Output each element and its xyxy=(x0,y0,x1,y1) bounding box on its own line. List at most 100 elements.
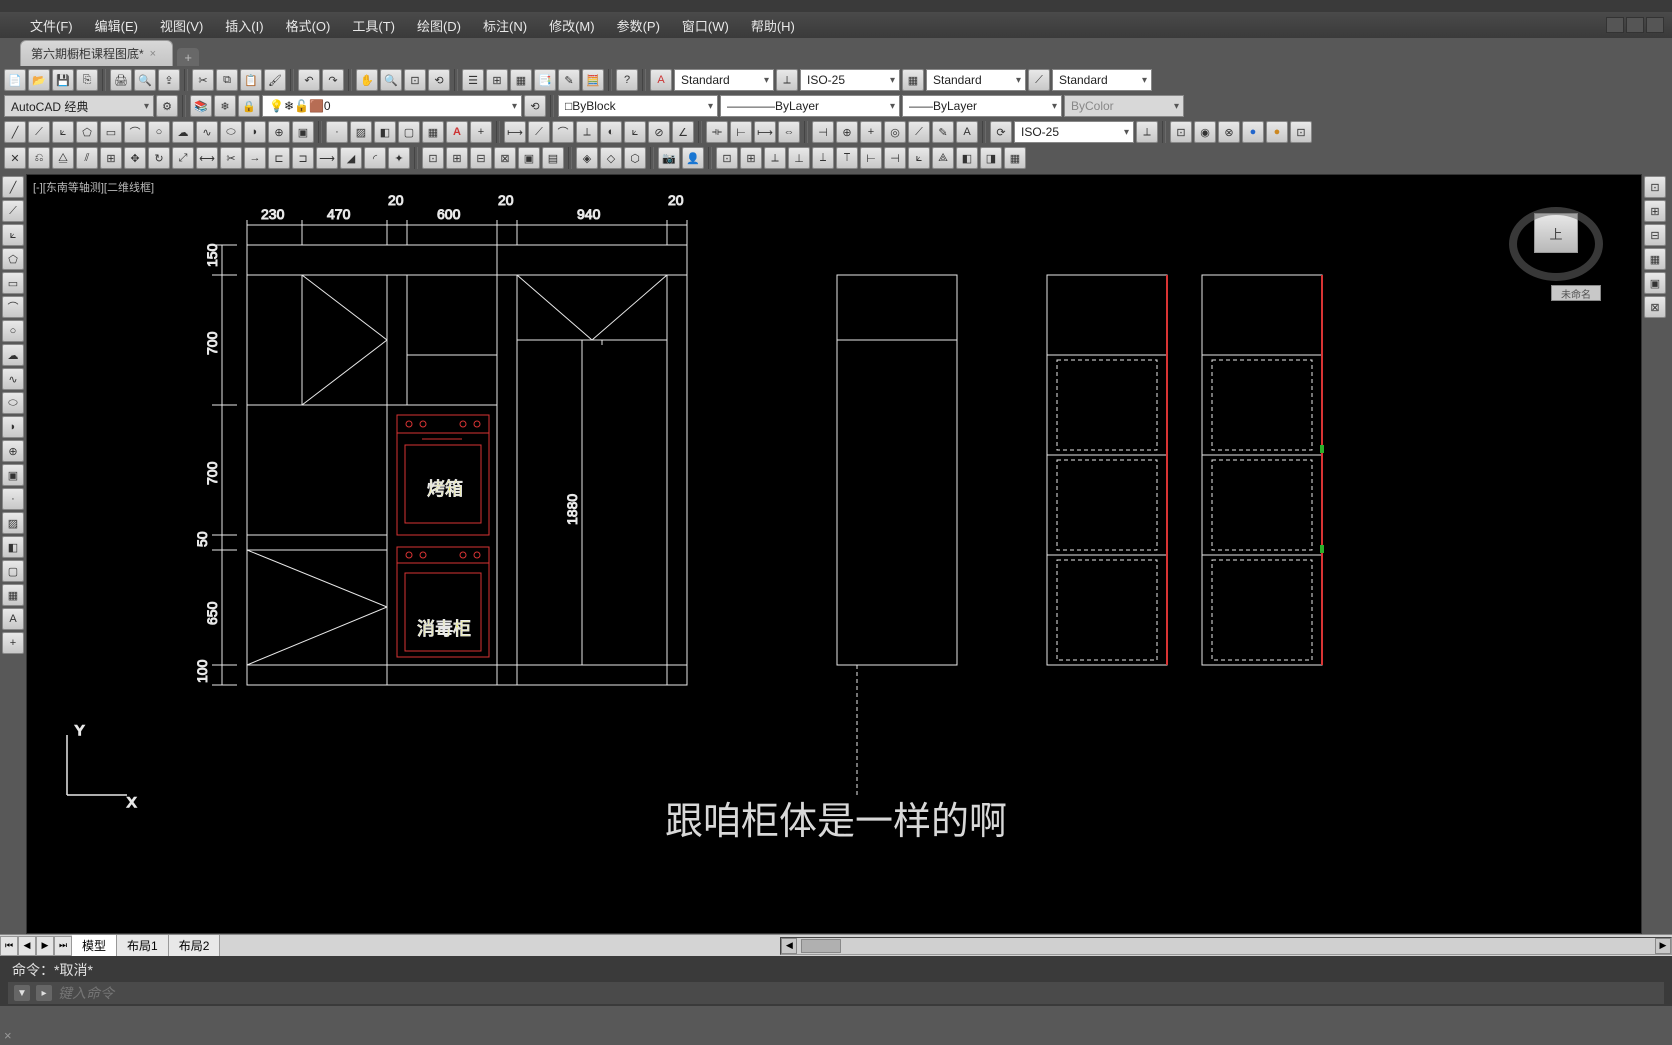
linetype-dropdown[interactable]: ———— ByLayer xyxy=(720,95,900,117)
menu-window[interactable]: 窗口(W) xyxy=(682,16,729,35)
markup-icon[interactable]: ✎ xyxy=(558,69,580,91)
break2-icon[interactable]: ⊐ xyxy=(292,147,314,169)
layer-dropdown[interactable]: 💡❄🔓🟫 0 xyxy=(262,95,522,117)
color-dropdown[interactable]: □ByBlock xyxy=(558,95,718,117)
sl-block-icon[interactable]: ▣ xyxy=(2,464,24,486)
min-icon[interactable] xyxy=(1606,17,1624,33)
hatch-icon[interactable]: ▨ xyxy=(350,121,372,143)
walk-icon[interactable]: 👤 xyxy=(682,147,704,169)
mtext-icon[interactable]: A xyxy=(446,121,468,143)
layer-state-icon[interactable]: ❄ xyxy=(214,95,236,117)
arc-icon[interactable]: ⌒ xyxy=(124,121,146,143)
saveas-icon[interactable]: ⎘ xyxy=(76,69,98,91)
menu-param[interactable]: 参数(P) xyxy=(617,16,660,35)
move-icon[interactable]: ✥ xyxy=(124,147,146,169)
sr-1-icon[interactable]: ⊡ xyxy=(1644,176,1666,198)
pline-icon[interactable]: ⟀ xyxy=(52,121,74,143)
qdim-icon[interactable]: ⟛ xyxy=(706,121,728,143)
sr-4-icon[interactable]: ▦ xyxy=(1644,248,1666,270)
ucs6-icon[interactable]: ▤ xyxy=(542,147,564,169)
dimstyle2-dropdown[interactable]: ISO-25 xyxy=(1014,121,1134,143)
tab-last-icon[interactable]: ⏭ xyxy=(54,936,72,956)
textstyle-icon[interactable]: A xyxy=(650,69,672,91)
ellipse-icon[interactable]: ⬭ xyxy=(220,121,242,143)
3d3-icon[interactable]: ⬡ xyxy=(624,147,646,169)
save-icon[interactable]: 💾 xyxy=(52,69,74,91)
dimedit-icon[interactable]: ✎ xyxy=(932,121,954,143)
render3-icon[interactable]: ⊗ xyxy=(1218,121,1240,143)
circle-icon[interactable]: ○ xyxy=(148,121,170,143)
sl-table-icon[interactable]: ▦ xyxy=(2,584,24,606)
table-icon[interactable]: ▦ xyxy=(422,121,444,143)
menu-dim[interactable]: 标注(N) xyxy=(483,16,527,35)
mlstyle-dropdown[interactable]: Standard xyxy=(1052,69,1152,91)
match-icon[interactable]: 🖌 xyxy=(264,69,286,91)
tab-next-icon[interactable]: ▶ xyxy=(36,936,54,956)
sl-add-icon[interactable]: + xyxy=(2,632,24,654)
tolerance-icon[interactable]: ⊕ xyxy=(836,121,858,143)
sr-2-icon[interactable]: ⊞ xyxy=(1644,200,1666,222)
trim-icon[interactable]: ✂ xyxy=(220,147,242,169)
ucs4-icon[interactable]: ⊠ xyxy=(494,147,516,169)
tab-first-icon[interactable]: ⏮ xyxy=(0,936,18,956)
tablestyle-icon[interactable]: ▦ xyxy=(902,69,924,91)
publish-icon[interactable]: ⇪ xyxy=(158,69,180,91)
rect-icon[interactable]: ▭ xyxy=(100,121,122,143)
close-icon[interactable] xyxy=(1646,17,1664,33)
cmd-expand-icon[interactable]: ▼ xyxy=(14,985,30,1001)
sl-xline-icon[interactable]: ⟋ xyxy=(2,200,24,222)
vs13-icon[interactable]: ▦ xyxy=(1004,147,1026,169)
cam-icon[interactable]: 📷 xyxy=(658,147,680,169)
dimarc-icon[interactable]: ⌒ xyxy=(552,121,574,143)
array-icon[interactable]: ⊞ xyxy=(100,147,122,169)
dimtedit-icon[interactable]: A xyxy=(956,121,978,143)
dimang-icon[interactable]: ∠ xyxy=(672,121,694,143)
sr-5-icon[interactable]: ▣ xyxy=(1644,272,1666,294)
offset-icon[interactable]: ⫽ xyxy=(76,147,98,169)
join-icon[interactable]: ⟶ xyxy=(316,147,338,169)
plotstyle-dropdown[interactable]: ByColor xyxy=(1064,95,1184,117)
chamfer-icon[interactable]: ◢ xyxy=(340,147,362,169)
sl-ellipse-icon[interactable]: ⬭ xyxy=(2,392,24,414)
sl-rect-icon[interactable]: ▭ xyxy=(2,272,24,294)
layer-mgr-icon[interactable]: 📚 xyxy=(190,95,212,117)
ucs2-icon[interactable]: ⊞ xyxy=(446,147,468,169)
break-icon[interactable]: ⊏ xyxy=(268,147,290,169)
ucs3-icon[interactable]: ⊟ xyxy=(470,147,492,169)
3d1-icon[interactable]: ◈ xyxy=(576,147,598,169)
polygon-icon[interactable]: ⬠ xyxy=(76,121,98,143)
help-icon[interactable]: ? xyxy=(616,69,638,91)
pan-icon[interactable]: ✋ xyxy=(356,69,378,91)
fillet-icon[interactable]: ◜ xyxy=(364,147,386,169)
dimstylemgr-icon[interactable]: ⟂ xyxy=(1136,121,1158,143)
addsel-icon[interactable]: + xyxy=(470,121,492,143)
vs9-icon[interactable]: ⟀ xyxy=(908,147,930,169)
h-scrollbar[interactable]: ◀▶ xyxy=(780,937,1672,955)
vs10-icon[interactable]: ⟁ xyxy=(932,147,954,169)
3d2-icon[interactable]: ◇ xyxy=(600,147,622,169)
centermark-icon[interactable]: + xyxy=(860,121,882,143)
workspace-dropdown[interactable]: AutoCAD 经典 xyxy=(4,95,154,117)
menu-format[interactable]: 格式(O) xyxy=(286,16,331,35)
menu-edit[interactable]: 编辑(E) xyxy=(95,16,138,35)
vs6-icon[interactable]: ⟙ xyxy=(836,147,858,169)
scale-icon[interactable]: ⤢ xyxy=(172,147,194,169)
dc-icon[interactable]: ⊞ xyxy=(486,69,508,91)
sr-3-icon[interactable]: ⊟ xyxy=(1644,224,1666,246)
zoom-icon[interactable]: 🔍 xyxy=(380,69,402,91)
preview-icon[interactable]: 🔍 xyxy=(134,69,156,91)
ucs5-icon[interactable]: ▣ xyxy=(518,147,540,169)
tab-close-icon[interactable]: × xyxy=(150,48,156,60)
extend-icon[interactable]: → xyxy=(244,147,266,169)
max-icon[interactable] xyxy=(1626,17,1644,33)
sl-earc-icon[interactable]: ◗ xyxy=(2,416,24,438)
sl-grad-icon[interactable]: ◧ xyxy=(2,536,24,558)
dimjog-icon[interactable]: ⟀ xyxy=(624,121,646,143)
copy2-icon[interactable]: ⎌ xyxy=(28,147,50,169)
rotate-icon[interactable]: ↻ xyxy=(148,147,170,169)
dimupdate-icon[interactable]: ⟳ xyxy=(990,121,1012,143)
layer-lock-icon[interactable]: 🔒 xyxy=(238,95,260,117)
line-icon[interactable]: ╱ xyxy=(4,121,26,143)
sl-poly-icon[interactable]: ⬠ xyxy=(2,248,24,270)
explode-icon[interactable]: ✦ xyxy=(388,147,410,169)
